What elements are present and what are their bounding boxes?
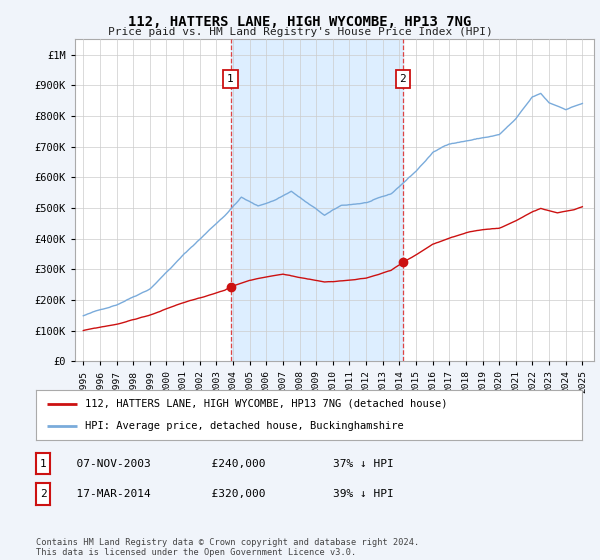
Text: HPI: Average price, detached house, Buckinghamshire: HPI: Average price, detached house, Buck…	[85, 421, 404, 431]
Text: 07-NOV-2003         £240,000          37% ↓ HPI: 07-NOV-2003 £240,000 37% ↓ HPI	[63, 459, 394, 469]
Text: 1: 1	[227, 74, 234, 84]
Text: 17-MAR-2014         £320,000          39% ↓ HPI: 17-MAR-2014 £320,000 39% ↓ HPI	[63, 489, 394, 499]
Text: 1: 1	[40, 459, 47, 469]
Text: 2: 2	[40, 489, 47, 499]
Text: Price paid vs. HM Land Registry's House Price Index (HPI): Price paid vs. HM Land Registry's House …	[107, 27, 493, 37]
Bar	[230, 39, 403, 361]
Text: 112, HATTERS LANE, HIGH WYCOMBE, HP13 7NG: 112, HATTERS LANE, HIGH WYCOMBE, HP13 7N…	[128, 15, 472, 29]
Text: 2: 2	[400, 74, 406, 84]
Text: Contains HM Land Registry data © Crown copyright and database right 2024.
This d: Contains HM Land Registry data © Crown c…	[36, 538, 419, 557]
Text: 112, HATTERS LANE, HIGH WYCOMBE, HP13 7NG (detached house): 112, HATTERS LANE, HIGH WYCOMBE, HP13 7N…	[85, 399, 448, 409]
